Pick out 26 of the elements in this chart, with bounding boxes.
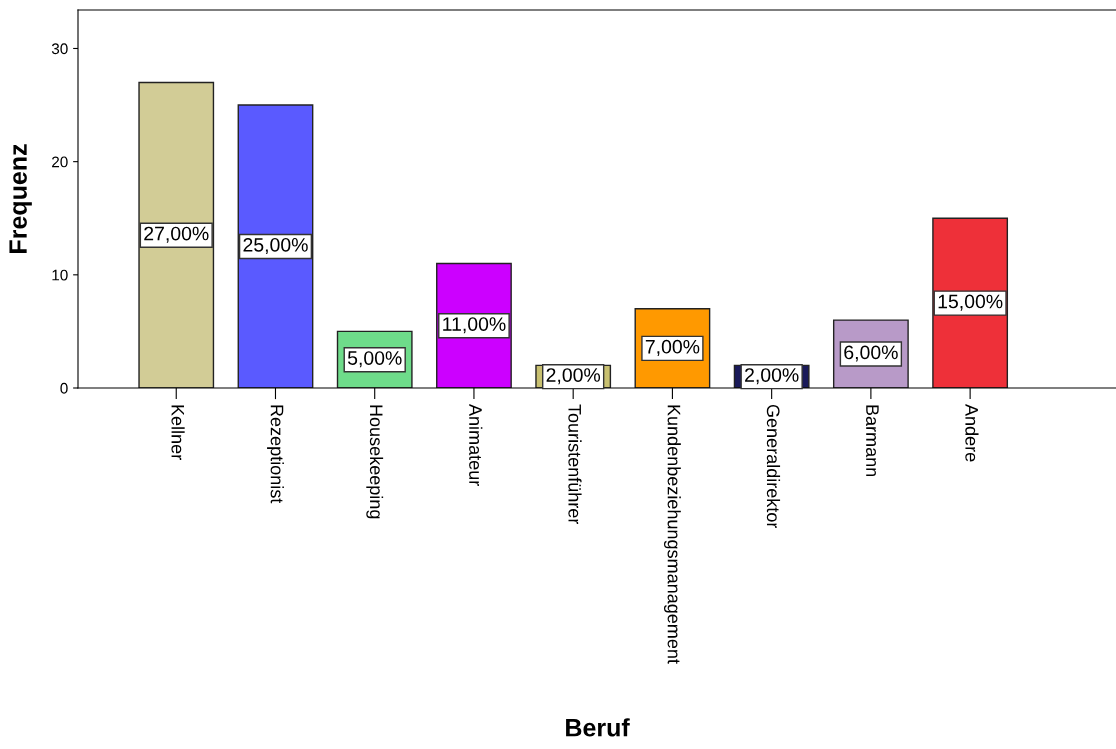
y-tick-label: 10 (52, 269, 68, 281)
data-label: 15,00% (938, 294, 1003, 311)
data-label: 25,00% (243, 237, 308, 255)
y-axis-title: Frequenz (9, 144, 32, 253)
data-label: 2,00% (745, 368, 799, 385)
x-tick-label: Andere (965, 404, 979, 462)
data-label: 7,00% (645, 339, 700, 356)
data-label: 11,00% (443, 317, 506, 334)
x-tick-label: Generaldirektor (766, 404, 781, 529)
data-label: 27,00% (144, 226, 209, 243)
y-tick-label: 0 (60, 382, 68, 394)
y-tick-label: 20 (52, 156, 68, 168)
data-label: 2,00% (546, 368, 601, 385)
y-tick-label: 30 (51, 43, 68, 55)
x-tick-label: Barmann (866, 405, 879, 477)
x-axis-title: Beruf (566, 718, 630, 737)
data-label: 6,00% (844, 345, 898, 362)
x-tick-label: Animateur (469, 404, 483, 486)
x-tick-label: Kundenbeziehungsmanagement (664, 405, 681, 664)
x-tick-label: Housekeeping (366, 405, 384, 519)
x-tick-label: Kellner (171, 405, 185, 460)
x-tick-label: Rezeptionist (267, 405, 284, 504)
x-tick-label: Touristenführer (568, 404, 582, 525)
bar (237, 104, 314, 388)
data-label: 5,00% (347, 351, 402, 368)
bar (138, 81, 215, 388)
